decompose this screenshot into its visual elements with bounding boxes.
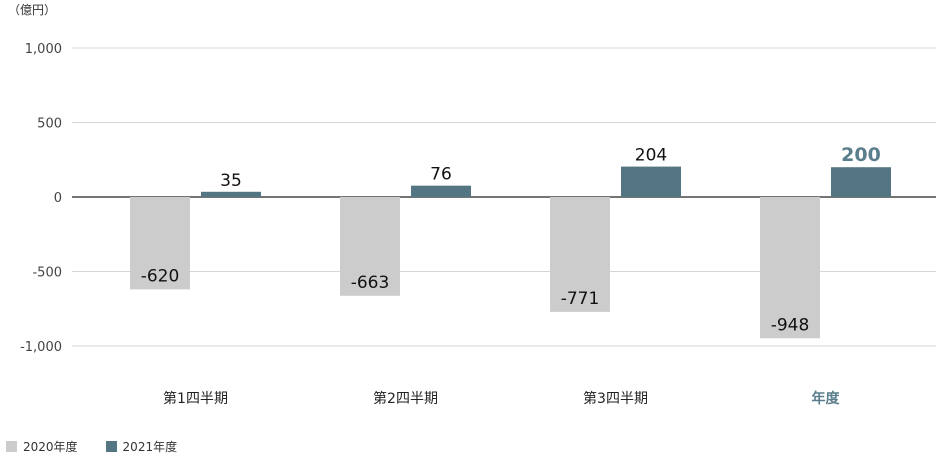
legend-label-2021: 2021年度 [122,440,178,454]
legend-item-2021: 2021年度 [105,438,178,455]
data-label: -948 [771,315,810,335]
data-label: -663 [351,273,390,293]
data-labels: -620 35 -663 76 -771 204 -948 200 [141,144,881,335]
category-label: 第1四半期 [163,390,228,407]
y-tick-label: 500 [37,117,62,132]
y-tick-label: 0 [54,191,62,206]
y-axis-unit-label: （億円） [8,3,56,17]
legend-item-2020: 2020年度 [6,438,78,455]
legend: 2020年度 2021年度 [6,438,177,455]
bar-2021 [831,167,891,197]
category-label: 年度 [812,390,841,407]
bar-2020 [130,197,190,290]
legend-label-2020: 2020年度 [23,440,78,454]
data-label: -771 [561,289,600,309]
data-label: 76 [430,165,452,185]
bar-2020 [550,197,610,312]
y-tick-labels: 1,000 500 0 -500 -1,000 [20,42,62,355]
category-label: 第3四半期 [583,390,648,407]
bar-2021 [621,166,681,197]
y-tick-label: -500 [32,266,62,281]
y-tick-label: 1,000 [25,42,62,57]
data-label: -620 [141,266,180,286]
category-labels: 第1四半期 第2四半期 第3四半期 年度 [163,390,840,407]
bars [130,166,891,339]
legend-swatch-2021 [105,441,117,452]
bar-chart: （億円） 1,000 500 0 -500 -1,000 -620 35 -663 76 -77… [8,3,936,407]
data-label: 200 [841,144,881,166]
bar-2021 [201,191,261,197]
data-label: 35 [220,171,242,191]
category-label: 第2四半期 [373,390,438,407]
y-tick-label: -1,000 [20,340,62,355]
data-label: 204 [635,146,667,166]
bar-2020 [760,197,820,339]
legend-swatch-2020 [6,441,17,452]
bar-2021 [411,185,471,197]
bar-2020 [340,197,400,296]
